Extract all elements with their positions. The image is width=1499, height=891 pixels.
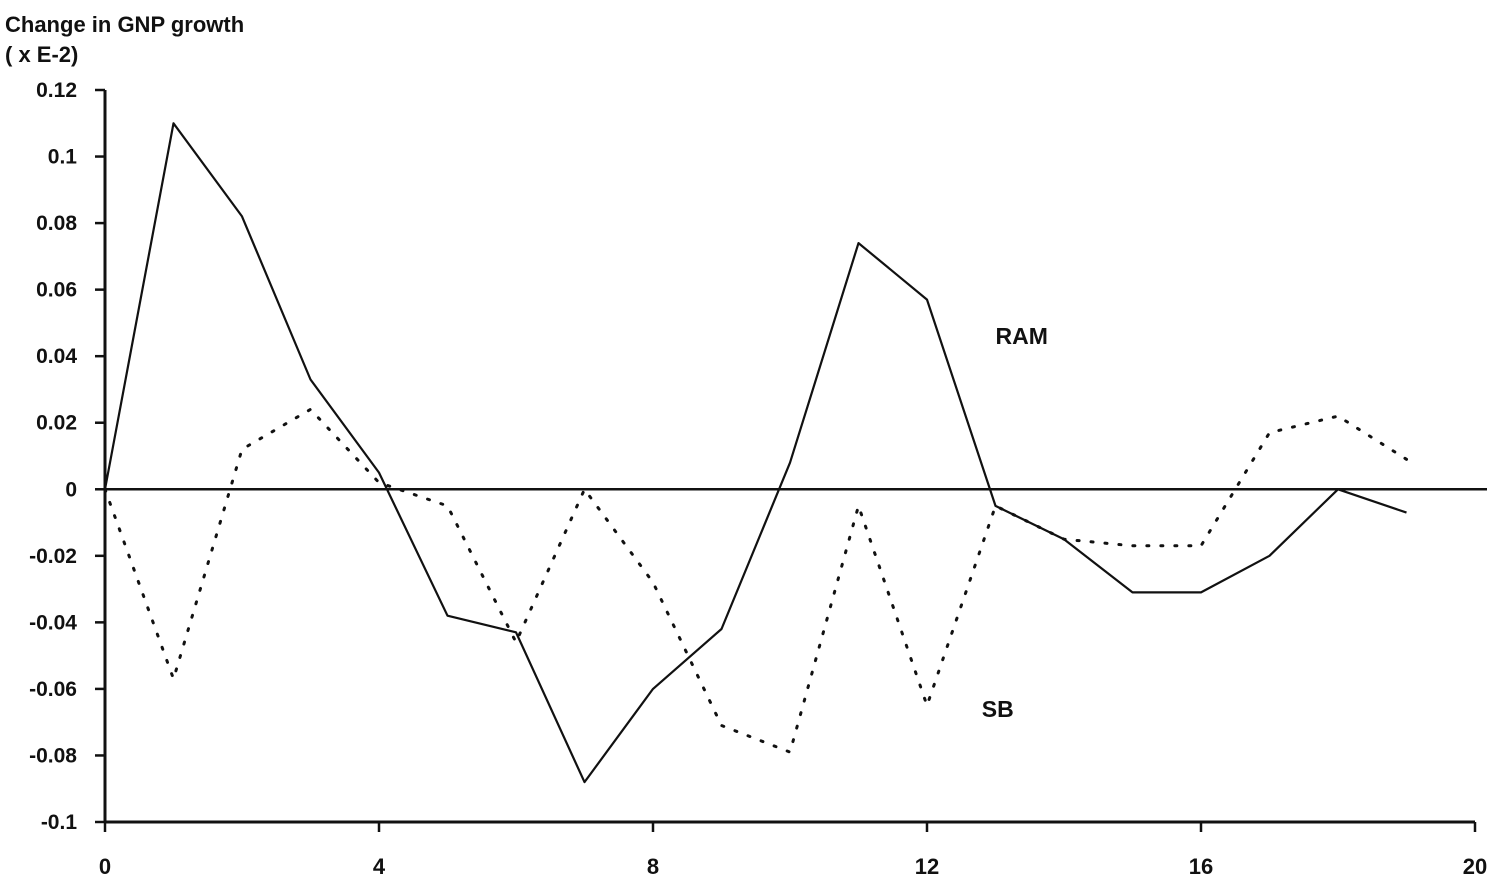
y-tick-label: -0.06	[29, 678, 77, 701]
y-axis-label-line2: ( x E-2)	[5, 42, 78, 67]
series-line-ram	[103, 122, 1407, 784]
y-tick-label: 0.02	[36, 412, 77, 435]
x-tick-label: 20	[1463, 854, 1487, 879]
series-annotations: RAM SB	[982, 323, 1048, 722]
y-tick-label: 0.04	[36, 345, 77, 368]
series-label-ram: RAM	[996, 323, 1048, 349]
x-tick-label: 16	[1189, 854, 1213, 879]
y-tick-label: -0.08	[29, 744, 77, 767]
y-tick-label: 0.12	[36, 79, 77, 102]
y-axis-label-line1: Change in GNP growth	[5, 12, 244, 37]
y-tick-label: -0.04	[29, 611, 77, 634]
y-tick-label: 0.08	[36, 212, 77, 235]
series-lines	[103, 122, 1408, 784]
x-tick-label: 4	[373, 854, 386, 879]
x-tick-label: 0	[99, 854, 111, 879]
y-tick-label: 0.1	[48, 146, 78, 169]
series-label-sb: SB	[982, 696, 1014, 722]
x-tick-label: 8	[647, 854, 659, 879]
series-line-sb	[103, 407, 1408, 754]
x-tick-label: 12	[915, 854, 939, 879]
y-tick-label: 0.06	[36, 279, 77, 302]
y-tick-label: -0.02	[29, 545, 77, 568]
y-tick-label: 0	[65, 478, 77, 501]
axes: 0.12 0.1 0.08 0.06 0.04 0.02 0 -0.02 -0.04 -0.06 -…	[29, 79, 1487, 879]
y-tick-label: -0.1	[41, 811, 78, 834]
